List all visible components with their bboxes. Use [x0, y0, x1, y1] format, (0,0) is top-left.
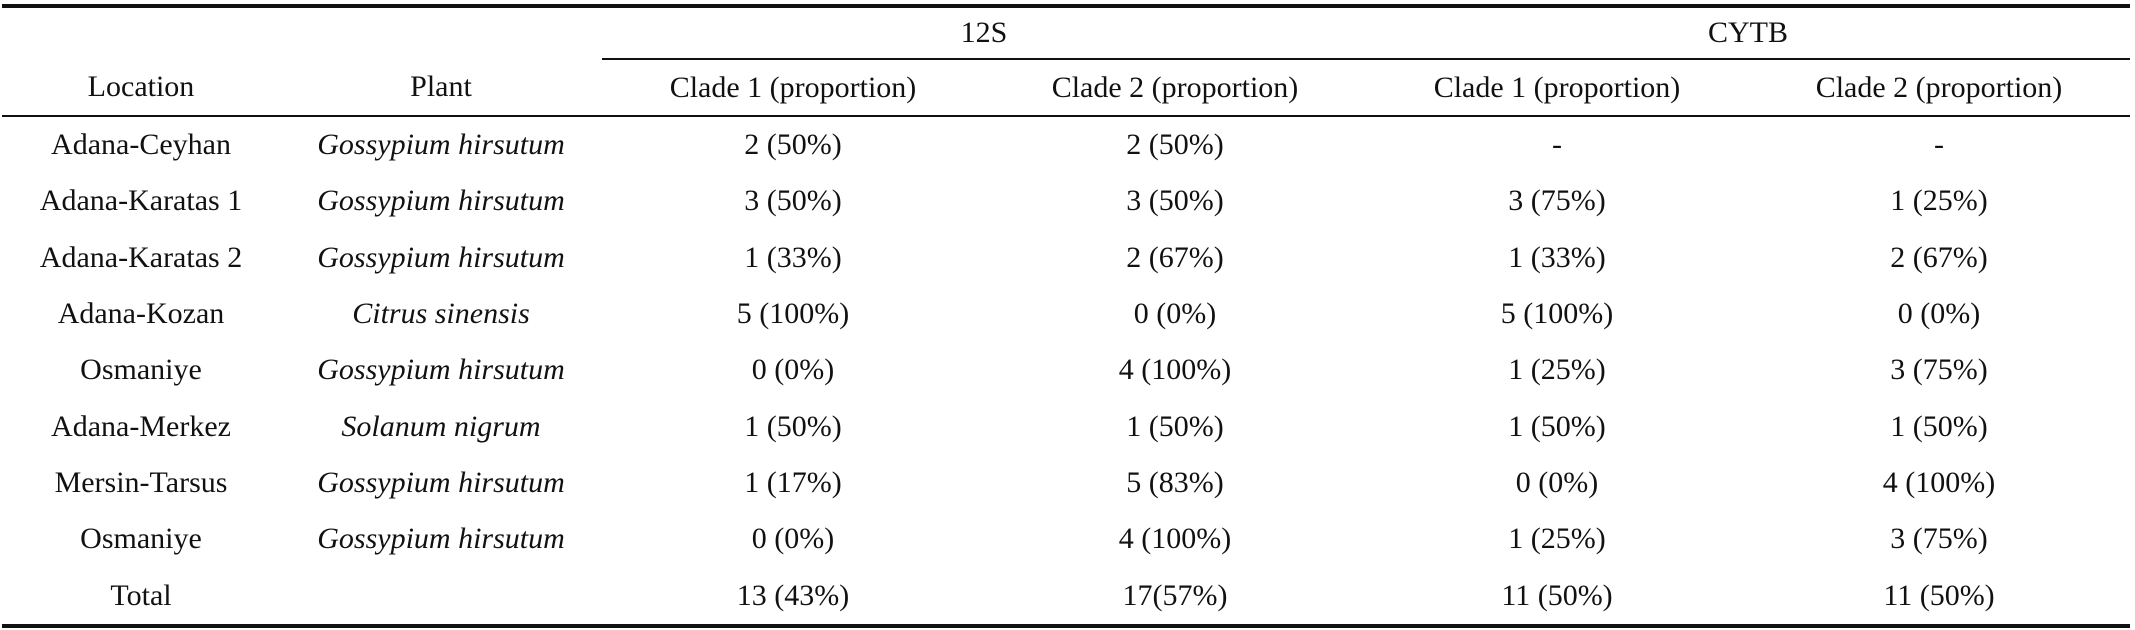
cytb-clade-2-cell: 3 (75%): [1890, 353, 1988, 387]
12s-clade-1-cell: 0 (0%): [751, 522, 835, 556]
total-12s-clade-1: 13 (43%): [602, 567, 984, 628]
12s-clade-2-cell: 2 (67%): [1126, 240, 1224, 274]
column-header-cytb-clade-1: Clade 1 (proportion): [1366, 59, 1748, 117]
cytb-clade-1-cell: 1 (25%): [1508, 522, 1606, 556]
12s-clade-2-cell: 2 (50%): [1126, 128, 1224, 162]
total-cytb-clade-1: 11 (50%): [1366, 567, 1748, 628]
clade-proportion-table: 12S CYTB Location Plant Clade 1 (proport…: [2, 4, 2130, 628]
total-12s-clade-2: 17(57%): [984, 567, 1366, 628]
12s-clade-1-cell: 0 (0%): [751, 353, 835, 387]
location-cell: Adana-Ceyhan: [51, 128, 231, 162]
cytb-clade-1-cell: 1 (33%): [1508, 240, 1606, 274]
table-row: Adana-Ceyhan Gossypium hirsutum 2 (50%) …: [2, 116, 2130, 173]
12s-clade-2-cell: 4 (100%): [1118, 522, 1232, 556]
cytb-clade-2-cell: 0 (0%): [1897, 297, 1981, 331]
location-cell: Osmaniye: [80, 522, 202, 556]
column-header-12s-clade-2: Clade 2 (proportion): [984, 59, 1366, 117]
12s-clade-1-cell: 1 (33%): [744, 240, 842, 274]
12s-clade-1-cell: 1 (17%): [744, 465, 842, 499]
cytb-clade-1-cell: 1 (25%): [1508, 353, 1606, 387]
cytb-clade-2-cell: 4 (100%): [1882, 465, 1996, 499]
group-header-12s: 12S: [602, 4, 1366, 60]
group-header-spacer: [280, 4, 602, 59]
table-row: Adana-Karatas 1 Gossypium hirsutum 3 (50…: [2, 173, 2130, 229]
12s-clade-2-cell: 5 (83%): [1126, 465, 1224, 499]
group-header-row: 12S CYTB: [2, 4, 2130, 60]
total-cytb-clade-2: 11 (50%): [1748, 567, 2130, 628]
table-row: Mersin-Tarsus Gossypium hirsutum 1 (17%)…: [2, 455, 2130, 511]
location-cell: Adana-Karatas 1: [39, 184, 243, 218]
plant-cell: Gossypium hirsutum: [317, 184, 565, 218]
cytb-clade-1-cell: -: [1552, 128, 1562, 162]
group-header-cytb: CYTB: [1366, 4, 2130, 60]
table-row: Adana-Merkez Solanum nigrum 1 (50%) 1 (5…: [2, 398, 2130, 454]
location-cell: Mersin-Tarsus: [54, 465, 228, 499]
plant-cell: Citrus sinensis: [352, 297, 530, 331]
12s-clade-2-cell: 1 (50%): [1126, 409, 1224, 443]
column-header-location: Location: [2, 59, 280, 117]
total-label: Total: [2, 567, 280, 628]
cytb-clade-1-cell: 5 (100%): [1500, 297, 1614, 331]
12s-clade-2-cell: 3 (50%): [1126, 184, 1224, 218]
column-header-12s-clade-1: Clade 1 (proportion): [602, 59, 984, 117]
cytb-clade-1-cell: 1 (50%): [1508, 409, 1606, 443]
plant-cell: Solanum nigrum: [341, 409, 541, 443]
group-header-spacer: [2, 4, 280, 59]
12s-clade-1-cell: 2 (50%): [744, 128, 842, 162]
12s-clade-1-cell: 1 (50%): [744, 409, 842, 443]
column-header-plant: Plant: [280, 59, 602, 117]
plant-cell: Gossypium hirsutum: [317, 522, 565, 556]
12s-clade-2-cell: 0 (0%): [1133, 297, 1217, 331]
cytb-clade-1-cell: 0 (0%): [1515, 465, 1599, 499]
location-cell: Adana-Merkez: [51, 409, 231, 443]
column-header-row: Location Plant Clade 1 (proportion) Clad…: [2, 59, 2130, 117]
12s-clade-2-cell: 4 (100%): [1118, 353, 1232, 387]
plant-cell: Gossypium hirsutum: [317, 128, 565, 162]
total-row: Total 13 (43%) 17(57%) 11 (50%) 11 (50%): [2, 567, 2130, 628]
table-row: Osmaniye Gossypium hirsutum 0 (0%) 4 (10…: [2, 511, 2130, 567]
plant-cell: Gossypium hirsutum: [317, 240, 565, 274]
total-plant-empty: [280, 567, 602, 628]
cytb-clade-1-cell: 3 (75%): [1508, 184, 1606, 218]
location-cell: Adana-Karatas 2: [39, 240, 243, 274]
plant-cell: Gossypium hirsutum: [317, 353, 565, 387]
cytb-clade-2-cell: 2 (67%): [1890, 240, 1988, 274]
cytb-clade-2-cell: 3 (75%): [1890, 522, 1988, 556]
location-cell: Osmaniye: [80, 353, 202, 387]
location-cell: Adana-Kozan: [57, 297, 225, 331]
column-header-cytb-clade-2: Clade 2 (proportion): [1748, 59, 2130, 117]
cytb-clade-2-cell: 1 (25%): [1890, 184, 1988, 218]
cytb-clade-2-cell: 1 (50%): [1890, 409, 1988, 443]
12s-clade-1-cell: 3 (50%): [744, 184, 842, 218]
12s-clade-1-cell: 5 (100%): [736, 297, 850, 331]
table-row: Osmaniye Gossypium hirsutum 0 (0%) 4 (10…: [2, 342, 2130, 398]
table-row: Adana-Karatas 2 Gossypium hirsutum 1 (33…: [2, 230, 2130, 286]
table-row: Adana-Kozan Citrus sinensis 5 (100%) 0 (…: [2, 286, 2130, 342]
plant-cell: Gossypium hirsutum: [317, 465, 565, 499]
cytb-clade-2-cell: -: [1934, 128, 1944, 162]
